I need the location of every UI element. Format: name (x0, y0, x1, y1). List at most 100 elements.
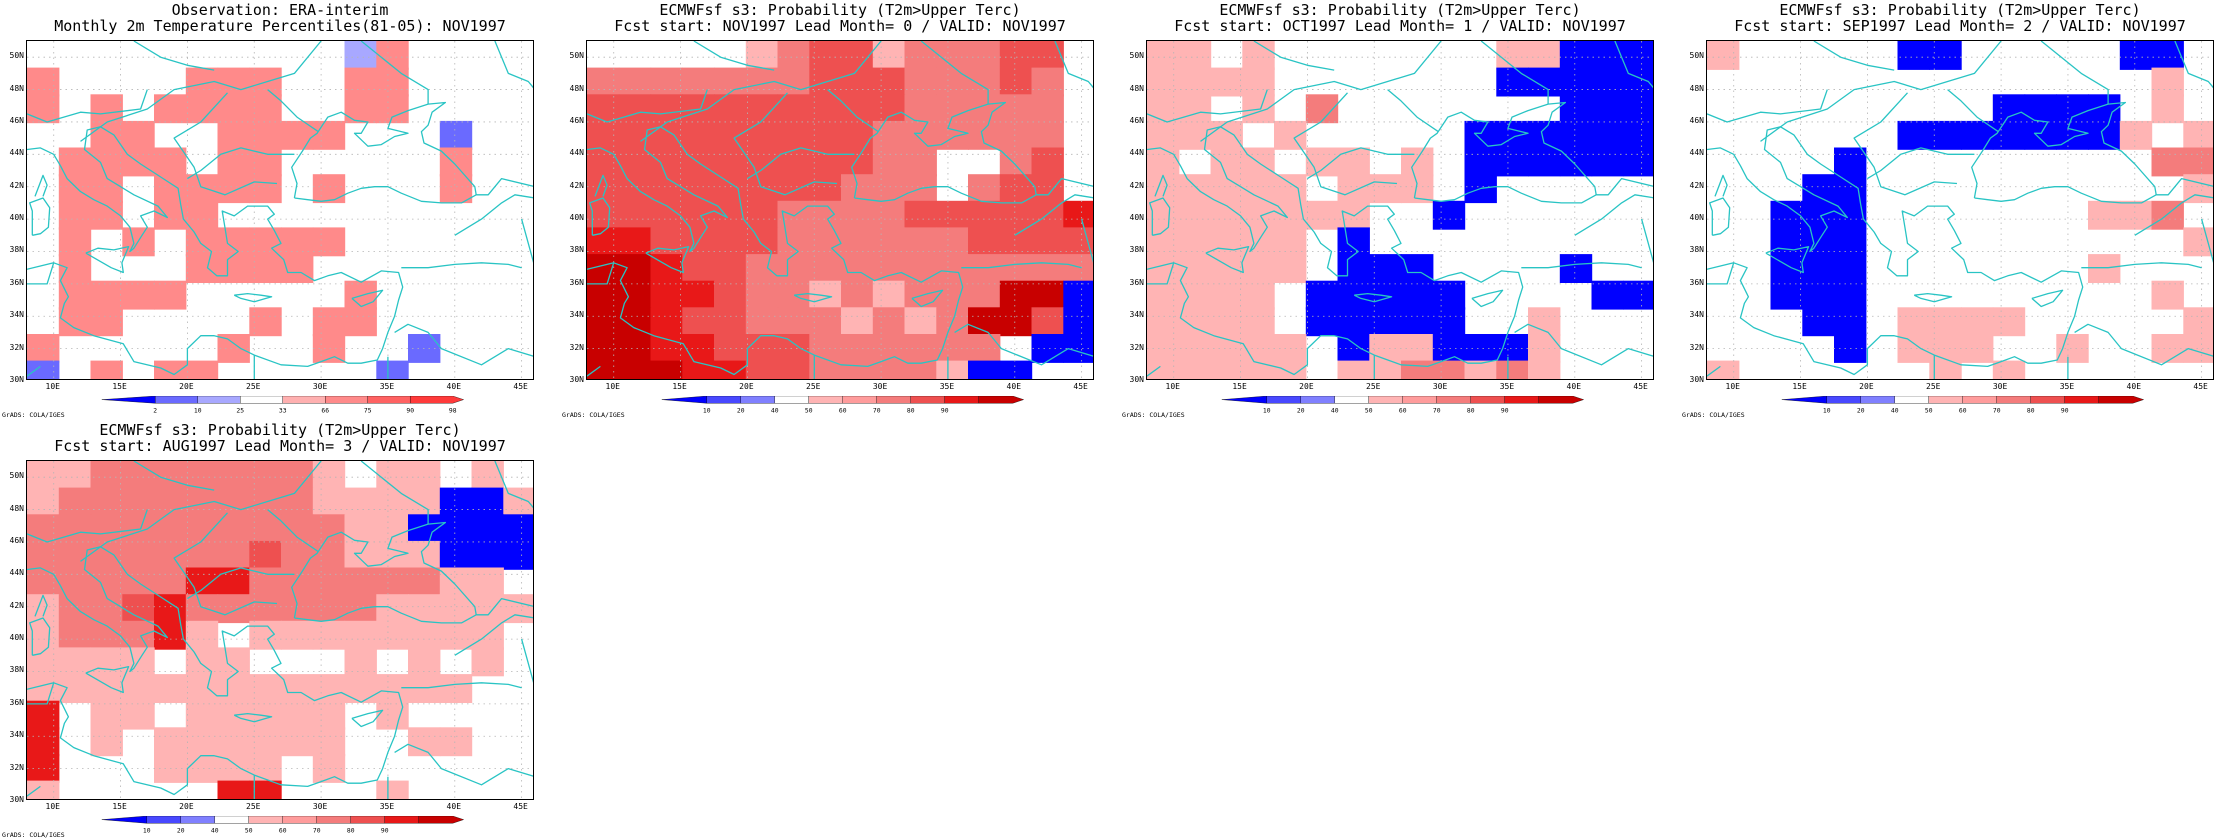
colorbar-swatch (1300, 396, 1335, 404)
coastline (394, 743, 533, 786)
colorbar-swatch (282, 396, 326, 404)
grid-cell (376, 567, 409, 597)
coastline (1707, 126, 2084, 376)
lat-tick-label: 30N (1129, 375, 1144, 384)
grid-cell (1337, 307, 1370, 337)
grid-cell (185, 700, 219, 730)
grid-cell (714, 94, 747, 124)
colorbar: 10 20 40 50 60 70 80 90 (1221, 396, 1585, 414)
coastline (1507, 356, 1509, 379)
grid-cell (344, 514, 377, 544)
grid-cell (439, 174, 473, 204)
grid-cell (587, 280, 620, 310)
grid-cell (439, 594, 473, 624)
grid-cell (2088, 200, 2121, 230)
grid-cell (777, 360, 810, 379)
grid-cell (1528, 120, 1561, 150)
coastline (1154, 174, 1168, 197)
coastline (1913, 292, 1953, 303)
lat-tick-label: 40N (9, 213, 24, 223)
colorbar-label: 50 (1925, 407, 1933, 414)
grid-cell (1210, 280, 1243, 310)
grid-cell (249, 94, 282, 124)
grid-cell (154, 461, 187, 490)
grid-cell (1834, 254, 1867, 283)
coastline (291, 521, 477, 624)
grid-cell (872, 360, 906, 379)
grid-cell (217, 727, 250, 757)
grid-cell (217, 174, 250, 204)
grid-cell (999, 227, 1033, 257)
grid-cell (1178, 200, 1212, 230)
grid-cell (1369, 254, 1402, 283)
grid-cell (217, 254, 250, 283)
grid-cell (90, 280, 123, 310)
grid-cell (1559, 254, 1593, 283)
grid-cell (618, 67, 652, 97)
grid-cell (27, 700, 60, 730)
grid-cell (841, 307, 874, 337)
grid-cell (122, 120, 155, 150)
colorbar-label: 20 (737, 407, 745, 414)
grid-cell (650, 174, 683, 204)
colorbar-swatch (316, 816, 351, 824)
grid-cell (777, 334, 810, 363)
grid-cell (999, 254, 1033, 283)
grid-cell (777, 67, 810, 97)
grid-cell (249, 254, 282, 283)
grid-cell (154, 94, 187, 124)
grid-cell (249, 674, 282, 703)
grid-cell (650, 200, 683, 230)
colorbar-swatch (282, 816, 317, 824)
grid-cell (1147, 41, 1180, 70)
grid-cell (999, 200, 1033, 230)
lon-tick-label: 40E (1006, 382, 1022, 391)
coastline (80, 41, 322, 142)
coastline (34, 594, 48, 617)
coastline (401, 682, 522, 689)
grid-cell (650, 307, 683, 337)
lat-tick-label: 44N (9, 568, 24, 578)
grid-cell (904, 120, 937, 150)
lon-tick-label: 15E (112, 382, 127, 391)
grid-cell (154, 594, 187, 624)
grid-cell (2056, 94, 2089, 124)
grid-cell (439, 620, 473, 650)
colorbar-label: 80 (907, 407, 915, 414)
coastline (476, 177, 533, 196)
lon-tick-label: 30E (312, 802, 328, 811)
grid-cell (90, 594, 123, 624)
grid-cell (471, 647, 504, 677)
grid-cell (1337, 280, 1370, 310)
lat-tick-label: 42N (569, 180, 584, 190)
coastline (233, 292, 273, 303)
grid-cell (1707, 41, 1740, 70)
grid-cell (999, 174, 1033, 204)
grid-cell (27, 461, 60, 490)
lat-tick-label: 50N (9, 51, 24, 61)
colorbar-swatch (214, 816, 249, 824)
lon-tick-label: 30E (1432, 382, 1448, 391)
grid-cell (1961, 307, 1994, 337)
lat-tick-label: 36N (9, 697, 24, 707)
grid-cell (1063, 307, 1093, 337)
lon-tick-label: 25E (1926, 382, 1941, 391)
grid-cell (841, 147, 874, 177)
grid-cell (745, 200, 779, 230)
coastline (1293, 92, 1398, 196)
grid-cell (936, 94, 969, 124)
grid-cell (618, 94, 652, 124)
colorbar-swatch (2030, 396, 2065, 404)
grid-cell (58, 254, 92, 283)
grid-cell (841, 67, 874, 97)
grid-cell (872, 307, 906, 337)
colorbar-label: 33 (279, 407, 287, 414)
grid-cell (809, 227, 842, 257)
colorbar-swatch (101, 816, 147, 824)
grid-cell (217, 147, 250, 177)
grid-cell (344, 620, 377, 650)
grid-cell (1031, 307, 1064, 337)
coastline (587, 262, 615, 285)
coastline (27, 785, 41, 797)
coastline (2134, 194, 2213, 236)
